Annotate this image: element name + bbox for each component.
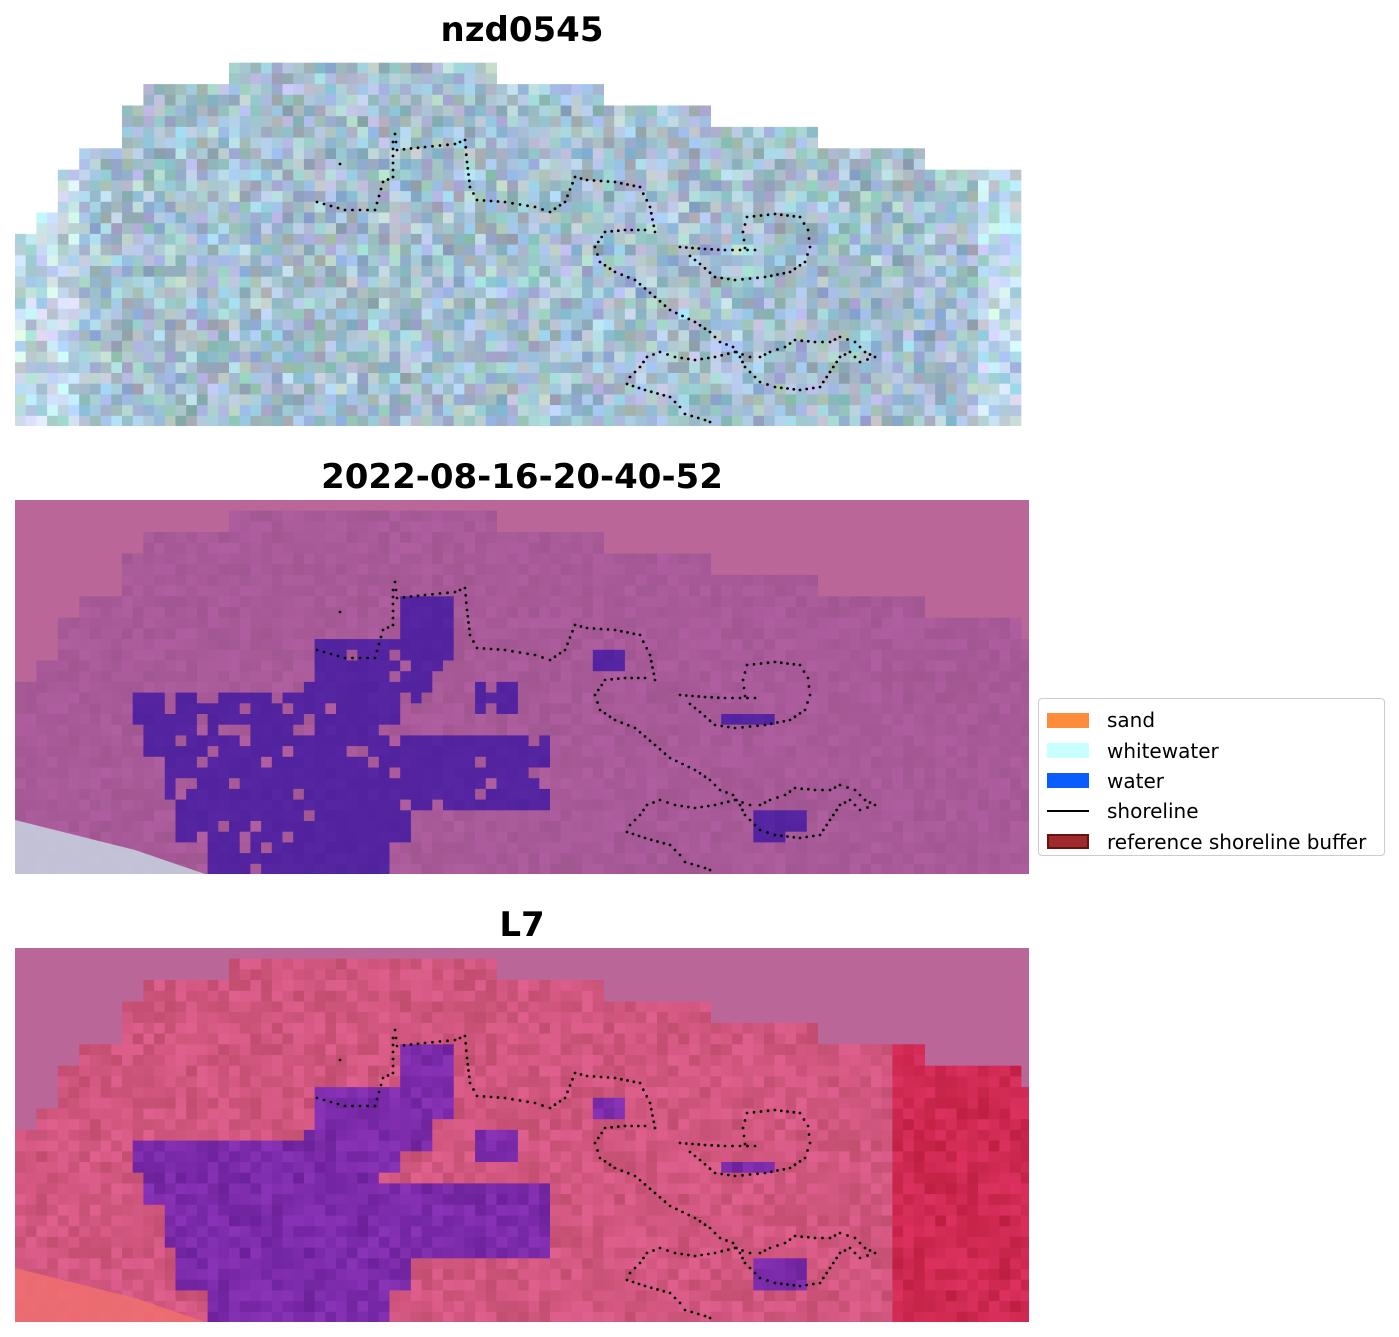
shoreline-loop-dots [678, 212, 812, 282]
legend-swatch-water [1047, 773, 1089, 789]
panel-title-rgb: nzd0545 [440, 10, 604, 50]
shoreline-loop-dots [678, 660, 812, 730]
shoreline-loop-dots [678, 1108, 812, 1178]
water-index-image [15, 948, 1029, 1322]
shoreline-dots [315, 580, 877, 872]
shoreline-dots [315, 1028, 877, 1320]
legend-item-water: water [1039, 766, 1384, 796]
shoreline-dots [315, 132, 877, 424]
legend-swatch-whitewater [1047, 743, 1089, 759]
corner-artifact [15, 820, 205, 874]
legend-item-sand: sand [1039, 705, 1384, 735]
legend-swatch-sand [1047, 712, 1089, 728]
legend-item-reference-buffer: reference shoreline buffer [1039, 827, 1384, 857]
legend-label: water [1107, 768, 1164, 793]
satellite-rgb-image [15, 62, 1022, 426]
corner-artifact [15, 1268, 205, 1322]
image-panel-classified [15, 500, 1029, 874]
legend-label: shoreline [1107, 799, 1199, 824]
classified-image [15, 500, 1029, 874]
legend: sand whitewater water shoreline referenc… [1038, 698, 1385, 856]
panel-title-index: L7 [499, 905, 545, 945]
legend-label: reference shoreline buffer [1107, 829, 1367, 854]
legend-label: sand [1107, 708, 1156, 733]
legend-swatch-reference-buffer [1047, 834, 1089, 850]
legend-label: whitewater [1107, 738, 1219, 763]
legend-item-shoreline: shoreline [1039, 796, 1384, 826]
legend-swatch-shoreline [1047, 810, 1089, 813]
image-panel-index [15, 948, 1029, 1322]
panel-title-classified: 2022-08-16-20-40-52 [321, 457, 723, 497]
legend-item-whitewater: whitewater [1039, 735, 1384, 765]
image-panel-rgb [15, 52, 1029, 426]
